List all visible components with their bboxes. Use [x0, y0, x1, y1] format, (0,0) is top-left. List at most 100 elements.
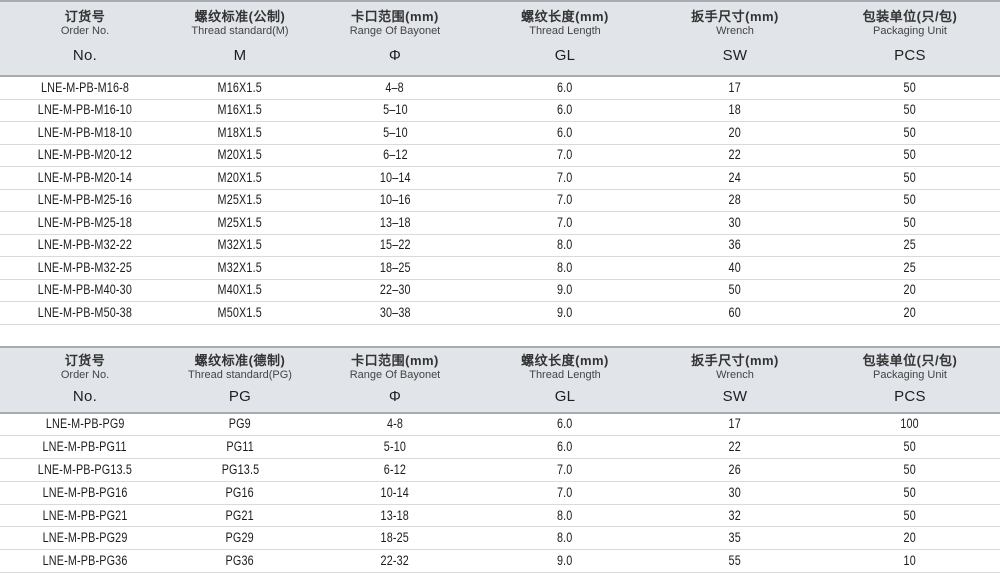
cell-value: 17 — [728, 416, 742, 432]
cell-value: LNE-M-PB-PG29 — [42, 530, 128, 546]
column-header: 卡口范围(mm) Range Of Bayonet Φ — [310, 345, 480, 414]
table-row: LNE-M-PB-M20-14 M20X1.5 10–14 7.0 24 50 — [0, 166, 1000, 190]
table-cell: LNE-M-PB-M50-38 — [0, 301, 170, 325]
table-cell: 26 — [650, 458, 820, 482]
table-cell: 100 — [820, 412, 1000, 437]
cell-value: LNE-M-PB-M32-25 — [37, 259, 133, 275]
cell-value: LNE-M-PB-M40-30 — [37, 282, 133, 298]
cell-value: PG16 — [225, 484, 255, 500]
cell-value: 18 — [728, 102, 742, 118]
column-label-zh: 螺纹标准(德制) — [194, 352, 286, 368]
cell-value: 36 — [728, 237, 742, 253]
cell-value: 6.0 — [557, 416, 573, 432]
column-symbol: Φ — [388, 47, 402, 64]
cell-value: 7.0 — [557, 192, 573, 208]
table-cell: 50 — [820, 121, 1000, 145]
table-cell: LNE-M-PB-M25-16 — [0, 189, 170, 212]
table-cell: 6.0 — [480, 412, 650, 437]
column-label-en: Thread standard(M) — [191, 25, 289, 37]
cell-value: PG29 — [225, 530, 255, 546]
cell-value: PG21 — [225, 507, 255, 523]
table-cell: PG13.5 — [170, 458, 310, 482]
cell-value: 13-18 — [380, 507, 410, 523]
table-cell: 50 — [820, 144, 1000, 167]
table-gap — [0, 325, 1000, 346]
cell-value: M16X1.5 — [217, 102, 263, 118]
table-cell: 50 — [820, 458, 1000, 482]
cell-value: 7.0 — [557, 169, 573, 185]
cell-value: LNE-M-PB-M50-38 — [37, 304, 133, 320]
table-cell: M16X1.5 — [170, 99, 310, 122]
table-cell: 6.0 — [480, 121, 650, 145]
cell-value: PG9 — [228, 416, 252, 432]
table-cell: 9.0 — [480, 301, 650, 325]
table-row: LNE-M-PB-M16-10 M16X1.5 5–10 6.0 18 50 — [0, 99, 1000, 122]
cell-value: 50 — [903, 507, 917, 523]
cell-value: LNE-M-PB-M25-18 — [37, 214, 133, 230]
table-row: LNE-M-PB-PG36 PG36 22-32 9.0 55 10 — [0, 549, 1000, 573]
cell-value: 15–22 — [379, 237, 411, 253]
cell-value: 20 — [903, 304, 917, 320]
cell-value: M32X1.5 — [217, 259, 263, 275]
cell-value: 30–38 — [379, 304, 411, 320]
cell-value: 7.0 — [557, 147, 573, 163]
table-cell: 20 — [820, 526, 1000, 551]
table-cell: PG16 — [170, 481, 310, 505]
column-header: 订货号 Order No. No. — [0, 0, 170, 77]
table-cell: PG9 — [170, 412, 310, 437]
table-cell: LNE-M-PB-PG21 — [0, 504, 170, 528]
table-cell: LNE-M-PB-PG9 — [0, 412, 170, 437]
table-cell: PG36 — [170, 549, 310, 573]
table-cell: 22–30 — [310, 279, 480, 302]
table-cell: 35 — [650, 526, 820, 551]
table-cell: 5–10 — [310, 121, 480, 145]
column-label-en: Thread standard(PG) — [188, 368, 292, 381]
cell-value: LNE-M-PB-M16-10 — [37, 102, 133, 118]
table-cell: 30 — [650, 211, 820, 235]
column-label-zh: 螺纹长度(mm) — [521, 9, 609, 24]
table-row: LNE-M-PB-PG13.5 PG13.5 6-12 7.0 26 50 — [0, 458, 1000, 482]
table-cell: LNE-M-PB-M25-18 — [0, 211, 170, 235]
cell-value: PG13.5 — [221, 461, 259, 477]
cell-value: 6-12 — [383, 461, 407, 477]
table-cell: 20 — [820, 279, 1000, 302]
cell-value: 6.0 — [557, 124, 573, 140]
column-label-en: Packaging Unit — [873, 368, 947, 381]
table-row: LNE-M-PB-M20-12 M20X1.5 6–12 7.0 22 50 — [0, 144, 1000, 167]
cell-value: LNE-M-PB-PG13.5 — [37, 461, 133, 477]
cell-value: LNE-M-PB-M20-14 — [37, 169, 133, 185]
table-cell: 6–12 — [310, 144, 480, 167]
table-cell: 32 — [650, 504, 820, 528]
column-symbol: GL — [554, 387, 576, 405]
cell-value: LNE-M-PB-PG16 — [42, 484, 128, 500]
cell-value: 5–10 — [382, 102, 408, 118]
metric-table-body: LNE-M-PB-M16-8 M16X1.5 4–8 6.0 17 50 LNE-M-PB-… — [0, 76, 1000, 325]
column-symbol: No. — [72, 47, 98, 64]
table-cell: 7.0 — [480, 189, 650, 212]
cell-value: 7.0 — [557, 484, 573, 500]
cell-value: PG11 — [226, 439, 254, 455]
column-label-zh: 扳手尺寸(mm) — [691, 9, 779, 24]
cell-value: 10 — [903, 553, 917, 569]
cell-value: LNE-M-PB-PG9 — [45, 416, 125, 432]
table-cell: 20 — [650, 121, 820, 145]
table-cell: PG11 — [170, 435, 310, 460]
table-row: LNE-M-PB-M25-16 M25X1.5 10–16 7.0 28 50 — [0, 189, 1000, 212]
table-cell: LNE-M-PB-M16-8 — [0, 76, 170, 100]
table-cell: LNE-M-PB-M18-10 — [0, 121, 170, 145]
table-cell: 50 — [650, 279, 820, 302]
cell-value: 6.0 — [557, 102, 573, 118]
cell-value: 10–16 — [379, 192, 411, 208]
table-cell: LNE-M-PB-PG36 — [0, 549, 170, 573]
column-label-en: Order No. — [60, 25, 110, 37]
column-label-zh: 订货号 — [64, 9, 106, 24]
cell-value: LNE-M-PB-M25-16 — [37, 192, 133, 208]
metric-thread-table: 订货号 Order No. No. 螺纹标准(公制) Thread standard(M… — [0, 0, 1000, 325]
table-cell: M40X1.5 — [170, 279, 310, 302]
cell-value: 30 — [728, 214, 742, 230]
column-label-zh: 订货号 — [64, 352, 106, 368]
table-cell: PG29 — [170, 526, 310, 551]
cell-value: 24 — [728, 169, 742, 185]
cell-value: 50 — [903, 102, 917, 118]
table-row: LNE-M-PB-M16-8 M16X1.5 4–8 6.0 17 50 — [0, 76, 1000, 100]
